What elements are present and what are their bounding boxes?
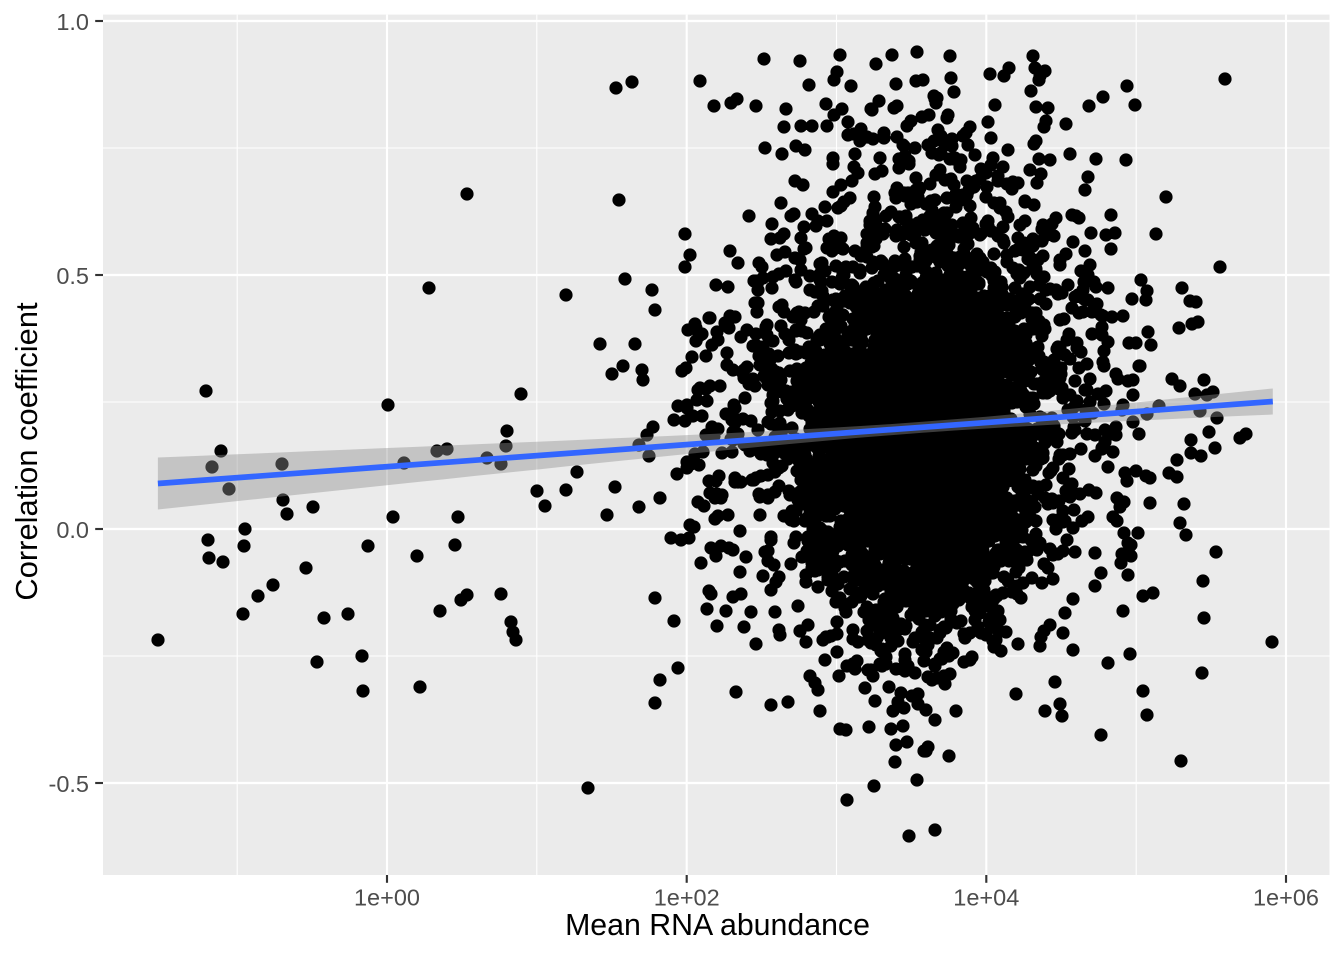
svg-text:1e+06: 1e+06 — [1253, 885, 1319, 911]
svg-text:0.5: 0.5 — [56, 263, 89, 289]
svg-text:1.0: 1.0 — [56, 9, 89, 35]
svg-text:1e+04: 1e+04 — [953, 885, 1019, 911]
svg-text:1e+00: 1e+00 — [354, 885, 420, 911]
svg-text:1e+02: 1e+02 — [654, 885, 720, 911]
svg-text:-0.5: -0.5 — [49, 771, 90, 797]
svg-text:Correlation coefficient: Correlation coefficient — [9, 302, 44, 601]
svg-text:Mean RNA abundance: Mean RNA abundance — [565, 909, 870, 942]
svg-text:0.0: 0.0 — [56, 517, 89, 543]
